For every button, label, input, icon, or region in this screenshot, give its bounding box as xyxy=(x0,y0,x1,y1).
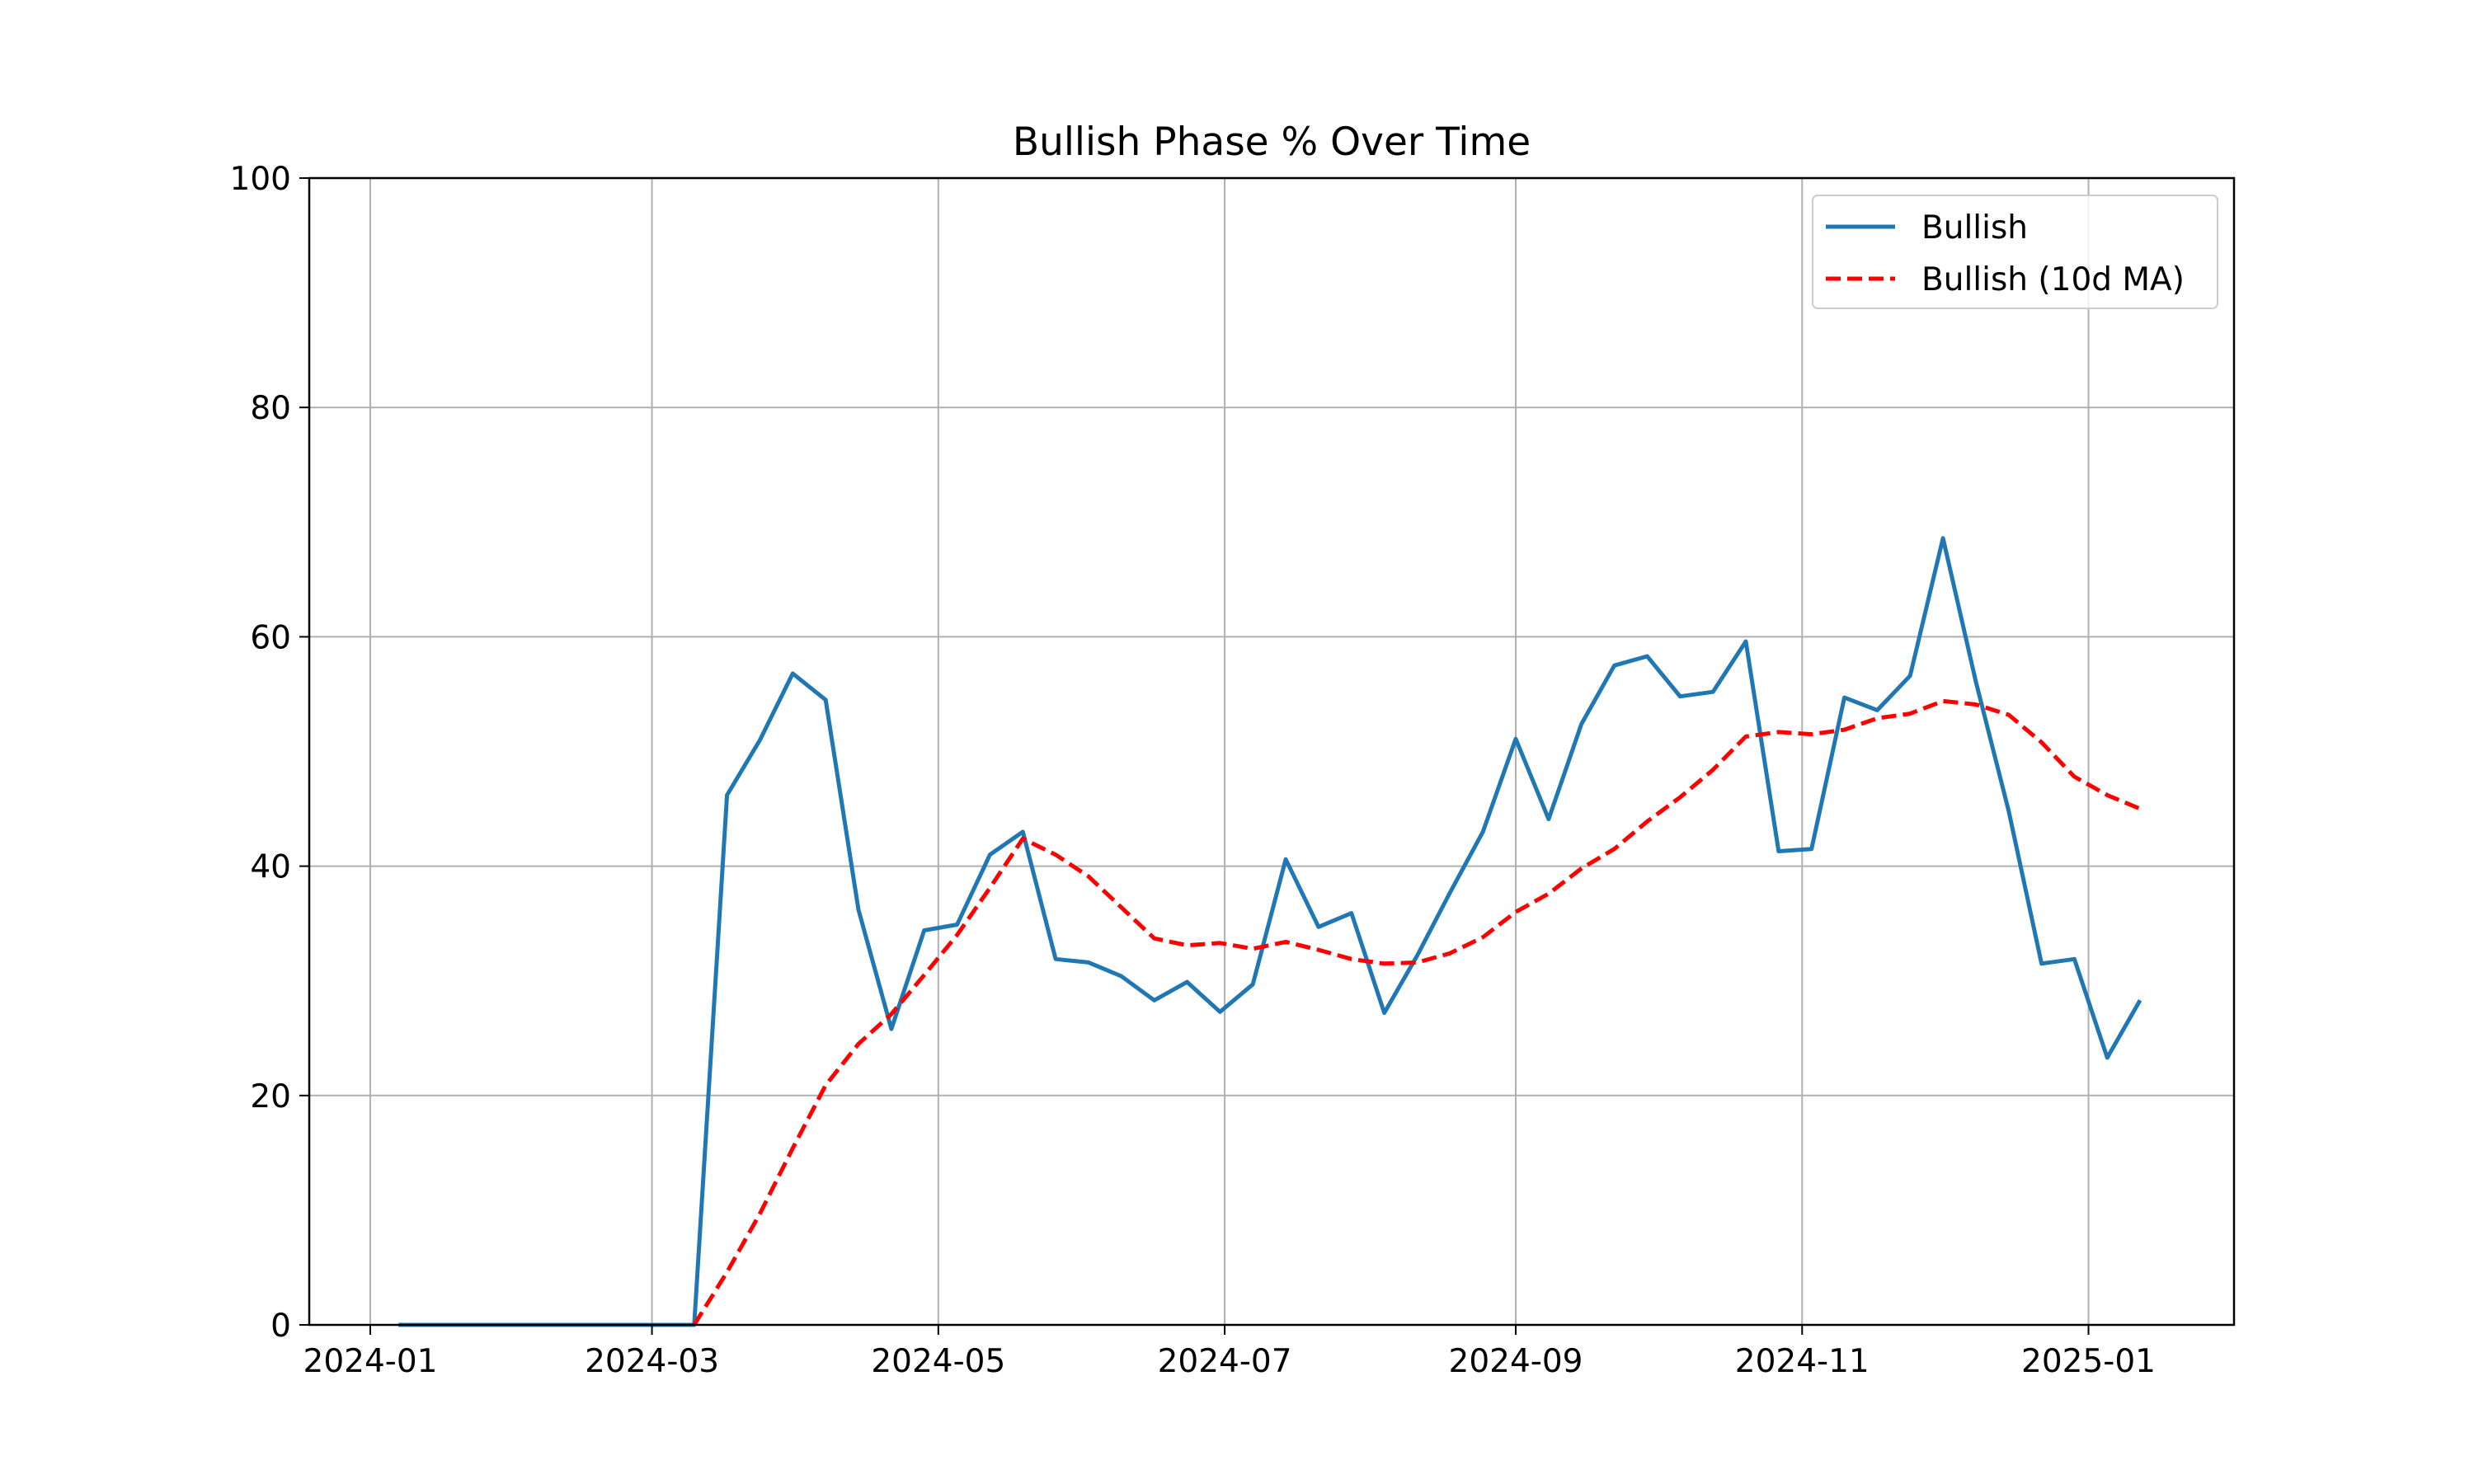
data-point xyxy=(1417,962,1418,963)
data-point xyxy=(1187,982,1188,983)
data-point xyxy=(1318,950,1319,951)
data-point xyxy=(1811,848,1812,849)
legend-label: Bullish xyxy=(1921,209,2028,247)
data-point xyxy=(1844,697,1845,698)
data-point xyxy=(1910,675,1911,676)
data-point xyxy=(1351,959,1352,960)
data-point xyxy=(1581,724,1582,725)
x-tick-label: 2025-01 xyxy=(2021,1343,2156,1380)
x-tick-label: 2024-05 xyxy=(871,1343,1005,1380)
y-tick-label: 40 xyxy=(250,849,291,886)
data-point xyxy=(1877,710,1878,711)
y-tick-label: 0 xyxy=(270,1308,291,1345)
data-point xyxy=(1483,831,1484,832)
data-point xyxy=(858,1044,859,1045)
legend-box xyxy=(1812,195,2218,309)
data-point xyxy=(1516,912,1517,913)
data-point xyxy=(1811,734,1812,735)
data-point xyxy=(1943,701,1944,702)
y-tick-label: 100 xyxy=(230,161,291,198)
data-point xyxy=(1713,769,1714,770)
x-tick-label: 2024-01 xyxy=(303,1343,438,1380)
data-point xyxy=(2140,1000,2141,1001)
data-point xyxy=(2107,795,2108,796)
data-point xyxy=(2041,742,2042,743)
data-point xyxy=(1778,851,1779,852)
x-tick-label: 2024-03 xyxy=(585,1343,719,1380)
data-point xyxy=(2008,810,2009,811)
data-point xyxy=(1548,894,1549,895)
data-point xyxy=(825,699,826,700)
axis-layer: 2024-01 2024-03 2024-05 2024-07 2024-09 2024-… xyxy=(230,161,2156,1380)
data-point xyxy=(1910,713,1911,714)
y-tick-label: 80 xyxy=(250,390,291,427)
data-point xyxy=(2140,809,2141,810)
data-point xyxy=(1647,821,1648,822)
data-point xyxy=(2107,1057,2108,1058)
y-tick-label: 60 xyxy=(250,619,291,656)
data-point xyxy=(1680,797,1681,798)
x-tick-label: 2024-09 xyxy=(1449,1343,1583,1380)
data-point xyxy=(1581,868,1582,869)
data-point xyxy=(1647,656,1648,657)
data-point xyxy=(858,909,859,910)
data-point xyxy=(1877,718,1878,719)
data-point xyxy=(1975,681,1976,682)
x-tick-label: 2024-11 xyxy=(1735,1343,1870,1380)
data-point xyxy=(2008,715,2009,716)
data-point xyxy=(2041,963,2042,964)
data-point xyxy=(1121,907,1122,908)
data-point xyxy=(1220,942,1221,943)
data-point xyxy=(2074,959,2075,960)
data-point xyxy=(1450,892,1451,893)
plot-frame xyxy=(308,176,2236,1327)
data-point xyxy=(1384,1012,1385,1013)
legend: Bullish Bullish (10d MA) xyxy=(1812,195,2218,309)
data-point xyxy=(1975,704,1976,705)
y-tick-label: 20 xyxy=(250,1078,291,1115)
data-point xyxy=(1384,963,1385,964)
data-point xyxy=(825,1085,826,1086)
data-point xyxy=(1154,938,1155,939)
data-point xyxy=(1614,848,1615,849)
data-point xyxy=(1746,641,1747,642)
data-point xyxy=(1516,739,1517,740)
data-point xyxy=(1778,731,1779,732)
x-tick-label: 2024-07 xyxy=(1158,1343,1292,1380)
series-line-bullish-10d-ma xyxy=(692,698,2142,1327)
data-point xyxy=(1154,1000,1155,1001)
data-point xyxy=(1318,927,1319,928)
data-point xyxy=(1121,976,1122,977)
data-point xyxy=(1450,953,1451,954)
data-point xyxy=(1680,696,1681,697)
data-point xyxy=(1614,665,1615,666)
chart-title: Bullish Phase % Over Time xyxy=(1013,120,1531,165)
data-point xyxy=(1746,736,1747,737)
legend-label: Bullish (10d MA) xyxy=(1921,261,2185,298)
data-point xyxy=(1187,945,1188,946)
data-point xyxy=(1713,692,1714,693)
